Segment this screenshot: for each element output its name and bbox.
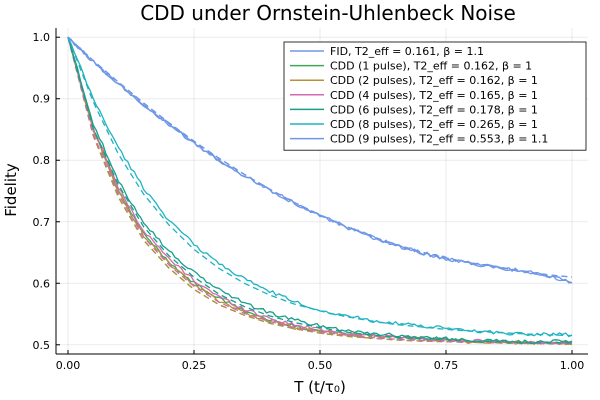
y-axis-label: Fidelity xyxy=(2,163,20,217)
y-axis-ticks: 0.5 0.6 0.7 0.8 0.9 1.0 xyxy=(33,31,60,352)
plot-area xyxy=(67,36,573,346)
series-3-line xyxy=(67,37,573,346)
legend-item-6: CDD (9 pulses), T2_eff = 0.553, β = 1.1 xyxy=(330,133,548,146)
series-6-fit-line xyxy=(67,36,573,278)
x-tick-label-1: 0.25 xyxy=(182,359,207,372)
chart-title: CDD under Ornstein-Uhlenbeck Noise xyxy=(140,1,516,25)
y-tick-label-4: 0.9 xyxy=(33,93,51,106)
x-axis-ticks: 0.00 0.25 0.50 0.75 1.00 xyxy=(56,350,585,372)
y-tick-label-0: 0.5 xyxy=(33,339,51,352)
x-tick-label-3: 0.75 xyxy=(434,359,459,372)
y-tick-label-3: 0.8 xyxy=(33,154,51,167)
legend-item-0: FID, T2_eff = 0.161, β = 1.1 xyxy=(330,45,484,58)
legend-box xyxy=(283,41,587,151)
legend-item-4: CDD (6 pulses), T2_eff = 0.178, β = 1 xyxy=(330,103,538,116)
y-tick-label-2: 0.7 xyxy=(33,216,51,229)
x-tick-label-0: 0.00 xyxy=(56,359,81,372)
series-4-line xyxy=(67,36,573,345)
series-6-line xyxy=(67,36,573,284)
axes xyxy=(55,28,588,355)
x-tick-label-4: 1.00 xyxy=(560,359,585,372)
legend-item-5: CDD (8 pulses), T2_eff = 0.265, β = 1 xyxy=(330,118,538,131)
legend: FID, T2_eff = 0.161, β = 1.1 CDD (1 pulse… xyxy=(283,41,587,151)
legend-item-1: CDD (1 pulse), T2_eff = 0.162, β = 1 xyxy=(330,60,532,73)
x-tick-label-2: 0.50 xyxy=(308,359,333,372)
legend-item-3: CDD (4 pulses), T2_eff = 0.165, β = 1 xyxy=(330,89,538,102)
series-3-fit-line xyxy=(67,37,572,345)
series-5-line xyxy=(67,36,573,338)
x-axis-label: T (t/τ₀) xyxy=(293,378,346,396)
y-tick-label-1: 0.6 xyxy=(33,277,51,290)
y-tick-label-5: 1.0 xyxy=(33,31,51,44)
legend-item-2: CDD (2 pulses), T2_eff = 0.162, β = 1 xyxy=(330,74,538,87)
